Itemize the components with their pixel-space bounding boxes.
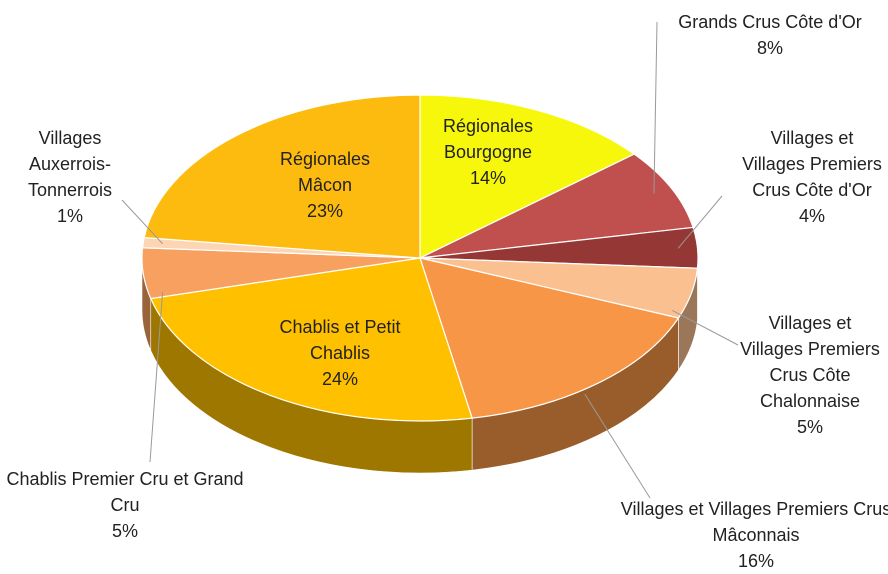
category-name: Villages et Villages Premiers Crus Côte …: [740, 313, 880, 411]
slice-label: Villages et Villages Premiers Crus Côte …: [735, 310, 885, 440]
category-name: Chablis et Petit Chablis: [279, 317, 401, 363]
value-label: 4%: [798, 206, 825, 226]
slice-label: Régionales Mâcon 23%: [260, 146, 390, 224]
leader-line: [121, 199, 163, 245]
value-label: 16%: [737, 551, 775, 571]
value-label: 8%: [756, 38, 783, 58]
pie-slice: [419, 94, 636, 259]
pie-slice: [419, 153, 694, 259]
value-label: 23%: [306, 201, 344, 221]
slice-label: Villages et Villages Premiers Crus Côte …: [737, 125, 887, 229]
category-name: Grands Crus Côte d'Or: [678, 12, 862, 32]
slice-label: Régionales Bourgogne 14%: [423, 113, 553, 191]
leader-line: [677, 195, 723, 249]
slice-label: Villages Auxerrois-Tonnerrois 1%: [5, 125, 135, 229]
category-name: Chablis Premier Cru et Grand Cru: [6, 469, 244, 515]
value-label: 5%: [796, 417, 823, 437]
slice-label: Chablis Premier Cru et Grand Cru 5%: [0, 466, 250, 544]
category-name: Villages et Villages Premiers Crus Mâcon…: [620, 499, 888, 545]
category-name: Régionales Mâcon: [279, 149, 371, 195]
leader-line: [672, 309, 739, 346]
leader-line: [584, 393, 651, 499]
pie-slice: [143, 94, 421, 259]
category-name: Villages et Villages Premiers Crus Côte …: [742, 128, 882, 200]
pie-slice: [149, 257, 473, 422]
pie-tops: [141, 94, 699, 422]
slice-label: Chablis et Petit Chablis 24%: [255, 314, 425, 392]
pie-slice: [419, 257, 680, 419]
value-label: 14%: [469, 168, 507, 188]
leader-line: [653, 21, 658, 194]
slice-label: Villages et Villages Premiers Crus Mâcon…: [616, 496, 888, 574]
value-label: 24%: [321, 369, 359, 389]
category-name: Villages Auxerrois-Tonnerrois: [27, 128, 113, 200]
value-label: 5%: [111, 521, 138, 541]
value-label: 1%: [56, 206, 83, 226]
category-name: Régionales Bourgogne: [442, 116, 534, 162]
slice-label: Grands Crus Côte d'Or 8%: [645, 9, 888, 61]
leader-line: [149, 291, 164, 463]
